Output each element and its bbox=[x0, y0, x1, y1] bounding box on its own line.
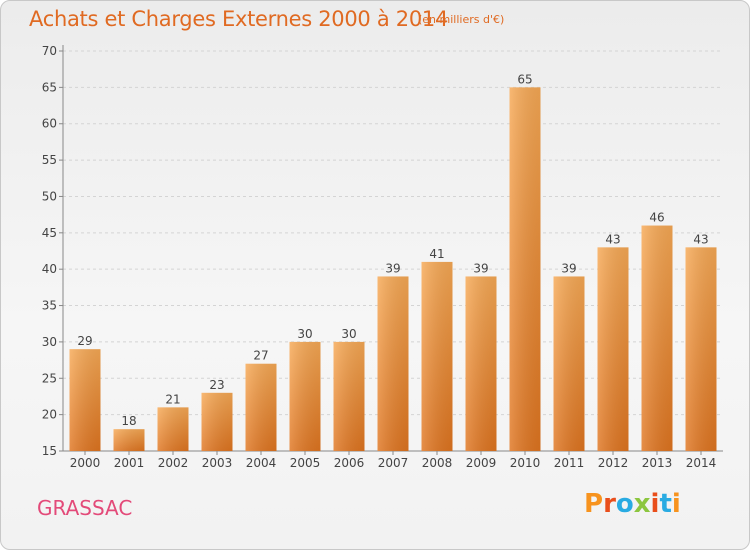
x-tick-label: 2009 bbox=[466, 456, 497, 470]
brand-letter: i bbox=[650, 489, 660, 519]
data-label: 41 bbox=[429, 247, 444, 261]
y-tick-label: 60 bbox=[42, 117, 57, 131]
brand-letter: P bbox=[584, 489, 604, 519]
bar-shade bbox=[113, 429, 145, 451]
y-tick-label: 40 bbox=[42, 262, 57, 276]
x-tick-label: 2005 bbox=[290, 456, 321, 470]
y-tick-label: 70 bbox=[42, 44, 57, 58]
data-label: 43 bbox=[605, 232, 620, 246]
bar-shade bbox=[509, 87, 541, 451]
data-label: 27 bbox=[253, 349, 268, 363]
chart-title: Achats et Charges Externes 2000 à 2014 bbox=[29, 7, 449, 31]
data-labels: 29 18 21 23 27 30 30 39 41 39 65 39 43 46 43 bbox=[77, 72, 708, 428]
x-tick-label: 2000 bbox=[70, 456, 101, 470]
bar-shade bbox=[685, 247, 717, 451]
bar-shade bbox=[69, 349, 101, 451]
bar-shade bbox=[421, 261, 453, 451]
x-tick-label: 2003 bbox=[202, 456, 233, 470]
brand-letter: t bbox=[659, 489, 672, 519]
x-tick-label: 2004 bbox=[246, 456, 277, 470]
y-tick-label: 25 bbox=[42, 371, 57, 385]
y-tick-label: 65 bbox=[42, 80, 57, 94]
y-tick-label: 20 bbox=[42, 408, 57, 422]
y-tick-label: 45 bbox=[42, 226, 57, 240]
data-label: 21 bbox=[165, 392, 180, 406]
y-tick-label: 30 bbox=[42, 335, 57, 349]
bar-shade bbox=[201, 392, 233, 451]
data-label: 30 bbox=[341, 327, 356, 341]
brand-logo: Proxiti bbox=[584, 489, 681, 519]
bars bbox=[69, 87, 717, 451]
chart-unit: (en milliers d'€) bbox=[418, 13, 505, 26]
x-tick-label: 2010 bbox=[510, 456, 541, 470]
y-tick-label: 35 bbox=[42, 299, 57, 313]
x-tick-label: 2001 bbox=[114, 456, 145, 470]
x-tick-label: 2011 bbox=[554, 456, 585, 470]
bar-shade bbox=[245, 363, 277, 451]
data-label: 43 bbox=[693, 232, 708, 246]
x-tick-label: 2012 bbox=[598, 456, 629, 470]
data-label: 46 bbox=[649, 211, 664, 225]
x-tick-label: 2007 bbox=[378, 456, 409, 470]
data-label: 29 bbox=[77, 334, 92, 348]
bar-shade bbox=[597, 247, 629, 451]
x-tick-labels: 2000 2001 2002 2003 2004 2005 2006 2007 2008 2009… bbox=[70, 456, 717, 470]
data-label: 65 bbox=[517, 72, 532, 86]
brand-letter: o bbox=[615, 489, 634, 519]
x-tick-label: 2008 bbox=[422, 456, 453, 470]
bar-shade bbox=[333, 341, 365, 451]
data-label: 39 bbox=[473, 261, 488, 275]
bar-shade bbox=[465, 276, 497, 451]
x-tick-label: 2014 bbox=[686, 456, 717, 470]
brand-letter: r bbox=[603, 489, 616, 519]
brand-letter: i bbox=[671, 489, 681, 519]
bar-shade bbox=[157, 407, 189, 451]
brand-letter: x bbox=[633, 489, 651, 519]
data-label: 39 bbox=[385, 261, 400, 275]
y-tick-label: 55 bbox=[42, 153, 57, 167]
y-tick-label: 15 bbox=[42, 444, 57, 458]
y-tick-labels: 15 20 25 30 35 40 45 50 55 60 65 70 bbox=[42, 44, 57, 458]
bar-shade bbox=[641, 225, 673, 451]
bar-shade bbox=[377, 276, 409, 451]
data-label: 23 bbox=[209, 378, 224, 392]
x-tick-label: 2013 bbox=[642, 456, 673, 470]
data-label: 18 bbox=[121, 414, 136, 428]
x-tick-label: 2002 bbox=[158, 456, 189, 470]
data-label: 39 bbox=[561, 261, 576, 275]
bar-shade bbox=[289, 341, 321, 451]
city-name: GRASSAC bbox=[37, 496, 133, 520]
x-tick-label: 2006 bbox=[334, 456, 365, 470]
bar-shade bbox=[553, 276, 585, 451]
y-tick-label: 50 bbox=[42, 189, 57, 203]
data-label: 30 bbox=[297, 327, 312, 341]
